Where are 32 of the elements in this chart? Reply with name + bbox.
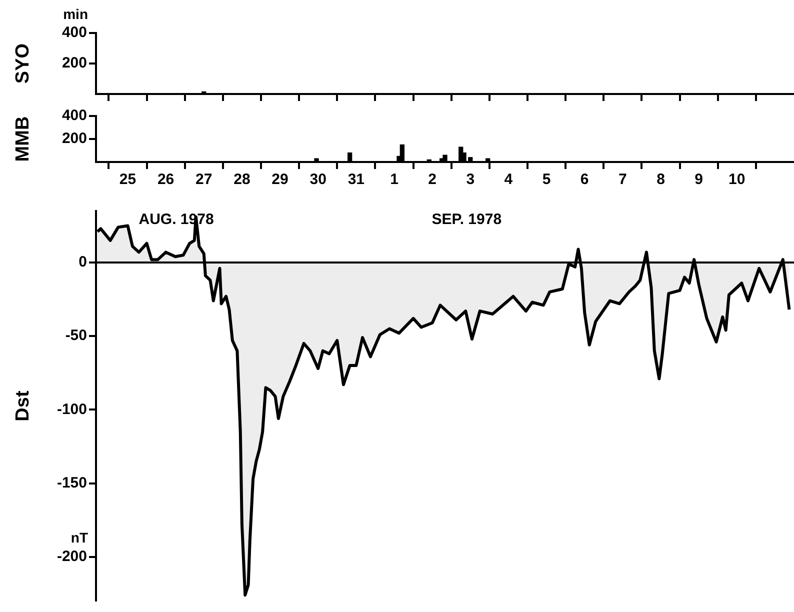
annotation: SEP. 1978 <box>432 211 502 228</box>
x-tick-label: 28 <box>234 171 250 188</box>
y-tick-label: 200 <box>62 54 87 72</box>
x-tick-label: 4 <box>504 171 514 188</box>
x-tick-label: 7 <box>618 171 627 188</box>
y-tick-label: -50 <box>65 327 87 344</box>
x-tick-label: 9 <box>694 171 703 188</box>
x-tick-label: 2 <box>428 171 436 188</box>
x-tick-label: 30 <box>310 171 326 188</box>
y-axis-title: SYO <box>12 43 34 84</box>
x-tick-label: 29 <box>272 171 288 188</box>
text: nT <box>70 530 88 546</box>
x-tick-label: 26 <box>157 171 174 188</box>
y-tick-label: -100 <box>56 400 87 418</box>
y-tick-label: 400 <box>62 24 87 42</box>
y-tick-label: -150 <box>56 474 87 492</box>
x-tick-label: 10 <box>728 171 746 188</box>
y-tick-label: -200 <box>56 548 87 565</box>
y-axis-title: MMB <box>12 116 34 162</box>
y-tick-label: 200 <box>62 130 87 148</box>
text: min <box>63 6 88 22</box>
x-tick-label: 25 <box>119 171 136 188</box>
x-tick-label: 31 <box>348 171 365 188</box>
y-tick-label: 0 <box>78 254 87 271</box>
x-tick-label: 27 <box>196 171 212 188</box>
x-tick-label: 6 <box>580 171 589 188</box>
x-tick-label: 1 <box>390 171 398 188</box>
y-axis-title: Dst <box>12 390 34 422</box>
y-tick-label: 400 <box>62 107 87 124</box>
x-tick-label: 3 <box>466 171 475 188</box>
x-tick-label: 8 <box>656 171 665 188</box>
x-tick-label: 5 <box>542 171 551 188</box>
